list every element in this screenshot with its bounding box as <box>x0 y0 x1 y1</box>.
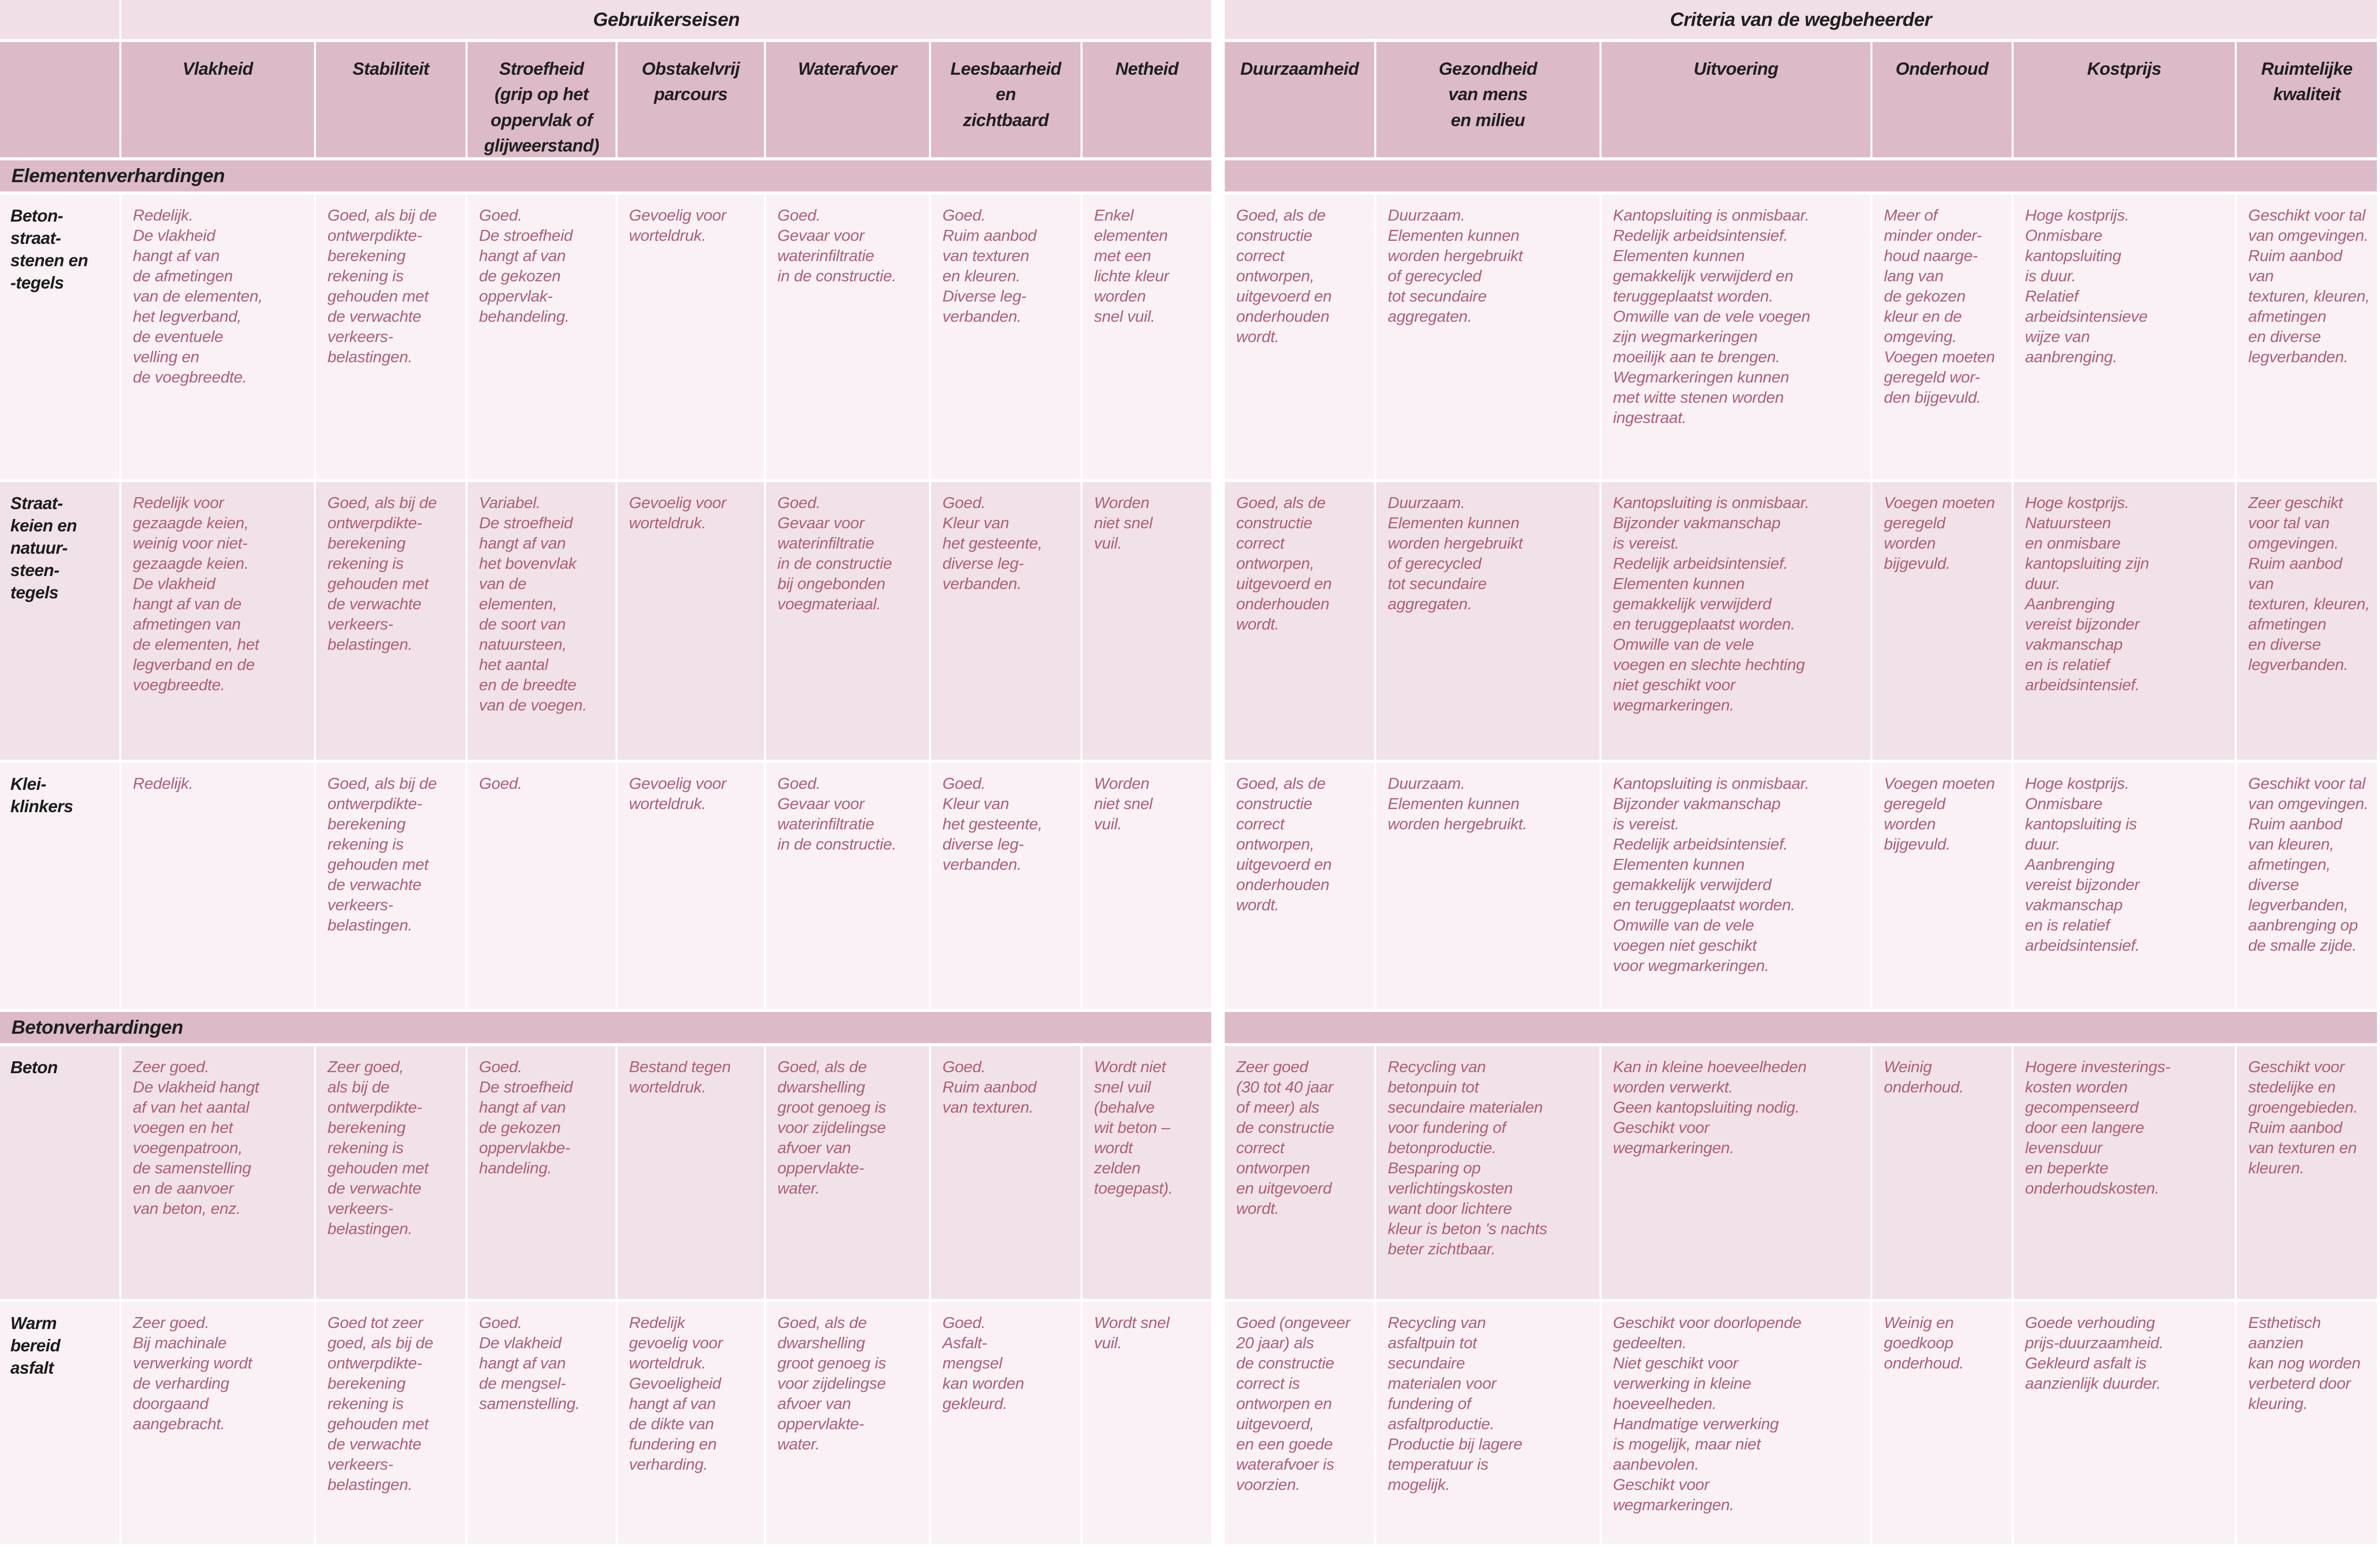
table-cell: Duurzaam. Elementen kunnen worden hergeb… <box>1376 195 1599 479</box>
column-header-netheid: Netheid <box>1083 42 1211 157</box>
column-header-uitvoering: Uitvoering <box>1602 42 1870 157</box>
table-cell: Hoge kostprijs. Onmisbare kantopsluiting… <box>2014 763 2235 1009</box>
column-header-empty <box>0 42 119 157</box>
section-header-betonverhardingen-right <box>1225 1012 2377 1043</box>
table-cell: Redelijk voor gezaagde keien, weinig voo… <box>121 482 314 760</box>
table-cell: Goed, als bij de ontwerpdikte- berekenin… <box>316 482 466 760</box>
table-cell: Goed, als de constructie correct ontworp… <box>1225 482 1374 760</box>
column-header-stabiliteit: Stabiliteit <box>316 42 466 157</box>
table-cell: Goed. Kleur van het gesteente, diverse l… <box>931 763 1080 1009</box>
table-cell: Recycling van betonpuin tot secundaire m… <box>1376 1046 1599 1299</box>
table-cell: Zeer goed, als bij de ontwerpdikte- bere… <box>316 1046 466 1299</box>
table-cell: Worden niet snel vuil. <box>1083 763 1211 1009</box>
group-header-criteria-wegbeheerder: Criteria van de wegbeheerder <box>1225 0 2377 39</box>
table-cell: Weinig onderhoud. <box>1872 1046 2012 1299</box>
table-cell: Goed, als de constructie correct ontworp… <box>1225 195 1374 479</box>
table-cell: Goed. De stroefheid hangt af van de geko… <box>468 195 615 479</box>
column-header-obstakelvrij-parcours: Obstakelvrij parcours <box>618 42 764 157</box>
table-cell: Duurzaam. Elementen kunnen worden hergeb… <box>1376 763 1599 1009</box>
corner-cell <box>0 0 119 39</box>
section-header-elementenverhardingen-right <box>1225 160 2377 191</box>
table-cell: Redelijk. De vlakheid hangt af van de af… <box>121 195 314 479</box>
table-cell: Goed. Gevaar voor waterinfiltratie in de… <box>766 482 929 760</box>
table-cell: Goed. <box>468 763 615 1009</box>
table-cell: Geschikt voor tal van omgevingen. Ruim a… <box>2237 195 2377 479</box>
table-cell: Goed. Ruim aanbod van texturen en kleure… <box>931 195 1080 479</box>
table-cell: Geschikt voor doorlopende gedeelten. Nie… <box>1602 1302 1870 1544</box>
table-cell: Voegen moeten geregeld worden bijgevuld. <box>1872 763 2012 1009</box>
table-cell: Goed, als de dwarshelling groot genoeg i… <box>766 1046 929 1299</box>
row-label-straatkeien: Straat- keien en natuur- steen- tegels <box>0 482 119 760</box>
table-cell: Wordt niet snel vuil (behalve wit beton … <box>1083 1046 1211 1299</box>
table-cell: Worden niet snel vuil. <box>1083 482 1211 760</box>
table-cell: Redelijk. <box>121 763 314 1009</box>
column-header-ruimtelijke-kwaliteit: Ruimtelijke kwaliteit <box>2237 42 2377 157</box>
row-label-warm-bereid-asfalt: Warm bereid asfalt <box>0 1302 119 1544</box>
column-header-duurzaamheid: Duurzaamheid <box>1225 42 1374 157</box>
row-label-kleiklinkers: Klei- klinkers <box>0 763 119 1009</box>
table-cell: Duurzaam. Elementen kunnen worden hergeb… <box>1376 482 1599 760</box>
section-header-elementenverhardingen: Elementenverhardingen <box>0 160 1211 191</box>
table-cell: Goed, als de constructie correct ontworp… <box>1225 763 1374 1009</box>
table-cell: Goed. Asfalt- mengsel kan worden gekleur… <box>931 1302 1080 1544</box>
table-cell: Gevoelig voor worteldruk. <box>618 195 764 479</box>
table-cell: Enkel elementen met een lichte kleur wor… <box>1083 195 1211 479</box>
table-cell: Kantopsluiting is onmisbaar. Bijzonder v… <box>1602 482 1870 760</box>
row-label-betonstraatstenen: Beton- straat- stenen en -tegels <box>0 195 119 479</box>
row-label-beton: Beton <box>0 1046 119 1299</box>
table-cell: Kantopsluiting is onmisbaar. Bijzonder v… <box>1602 763 1870 1009</box>
table-cell: Goed. Gevaar voor waterinfiltratie in de… <box>766 763 929 1009</box>
table-cell: Goed. De vlakheid hangt af van de mengse… <box>468 1302 615 1544</box>
table-cell: Geschikt voor stedelijke en groengebiede… <box>2237 1046 2377 1299</box>
column-header-waterafvoer: Waterafvoer <box>766 42 929 157</box>
table-cell: Kan in kleine hoeveelheden worden verwer… <box>1602 1046 1870 1299</box>
table-cell: Goed (ongeveer 20 jaar) als de construct… <box>1225 1302 1374 1544</box>
table-cell: Geschikt voor tal van omgevingen. Ruim a… <box>2237 763 2377 1009</box>
table-cell: Kantopsluiting is onmisbaar. Redelijk ar… <box>1602 195 1870 479</box>
table-cell: Meer of minder onder- houd naarge- lang … <box>1872 195 2012 479</box>
table-cell: Hoge kostprijs. Onmisbare kantopsluiting… <box>2014 195 2235 479</box>
table-cell: Hoge kostprijs. Natuursteen en onmisbare… <box>2014 482 2235 760</box>
column-header-leesbaarheid: Leesbaarheid en zichtbaard <box>931 42 1080 157</box>
table-cell: Variabel. De stroefheid hangt af van het… <box>468 482 615 760</box>
table-cell: Goede verhouding prijs-duurzaamheid. Gek… <box>2014 1302 2235 1544</box>
table-cell: Goed, als bij de ontwerpdikte- berekenin… <box>316 763 466 1009</box>
table-cell: Gevoelig voor worteldruk. <box>618 763 764 1009</box>
table-cell: Hogere investerings- kosten worden gecom… <box>2014 1046 2235 1299</box>
table-cell: Zeer goed. Bij machinale verwerking word… <box>121 1302 314 1544</box>
column-header-onderhoud: Onderhoud <box>1872 42 2012 157</box>
table-cell: Goed, als bij de ontwerpdikte- berekenin… <box>316 195 466 479</box>
table-cell: Zeer goed. De vlakheid hangt af van het … <box>121 1046 314 1299</box>
table-cell: Gevoelig voor worteldruk. <box>618 482 764 760</box>
column-header-kostprijs: Kostprijs <box>2014 42 2235 157</box>
table-cell: Goed. Ruim aanbod van texturen. <box>931 1046 1080 1299</box>
table-cell: Bestand tegen worteldruk. <box>618 1046 764 1299</box>
table-cell: Esthetisch aanzien kan nog worden verbet… <box>2237 1302 2377 1544</box>
table-cell: Redelijk gevoelig voor worteldruk. Gevoe… <box>618 1302 764 1544</box>
table-cell: Goed. Gevaar voor waterinfiltratie in de… <box>766 195 929 479</box>
column-header-vlakheid: Vlakheid <box>121 42 314 157</box>
table-cell: Weinig en goedkoop onderhoud. <box>1872 1302 2012 1544</box>
table-cell: Voegen moeten geregeld worden bijgevuld. <box>1872 482 2012 760</box>
table-cell: Zeer geschikt voor tal van omgevingen. R… <box>2237 482 2377 760</box>
table-cell: Goed, als de dwarshelling groot genoeg i… <box>766 1302 929 1544</box>
table-cell: Goed tot zeer goed, als bij de ontwerpdi… <box>316 1302 466 1544</box>
table-cell: Zeer goed (30 tot 40 jaar of meer) als d… <box>1225 1046 1374 1299</box>
column-header-stroefheid: Stroefheid (grip op het oppervlak of gli… <box>468 42 615 157</box>
table-cell: Goed. De stroefheid hangt af van de geko… <box>468 1046 615 1299</box>
group-header-gebruikerseisen: Gebruikerseisen <box>121 0 1211 39</box>
table-cell: Wordt snel vuil. <box>1083 1302 1211 1544</box>
section-header-betonverhardingen: Betonverhardingen <box>0 1012 1211 1043</box>
table-cell: Recycling van asfaltpuin tot secundaire … <box>1376 1302 1599 1544</box>
column-header-gezondheid: Gezondheid van mens en milieu <box>1376 42 1599 157</box>
table-cell: Goed. Kleur van het gesteente, diverse l… <box>931 482 1080 760</box>
